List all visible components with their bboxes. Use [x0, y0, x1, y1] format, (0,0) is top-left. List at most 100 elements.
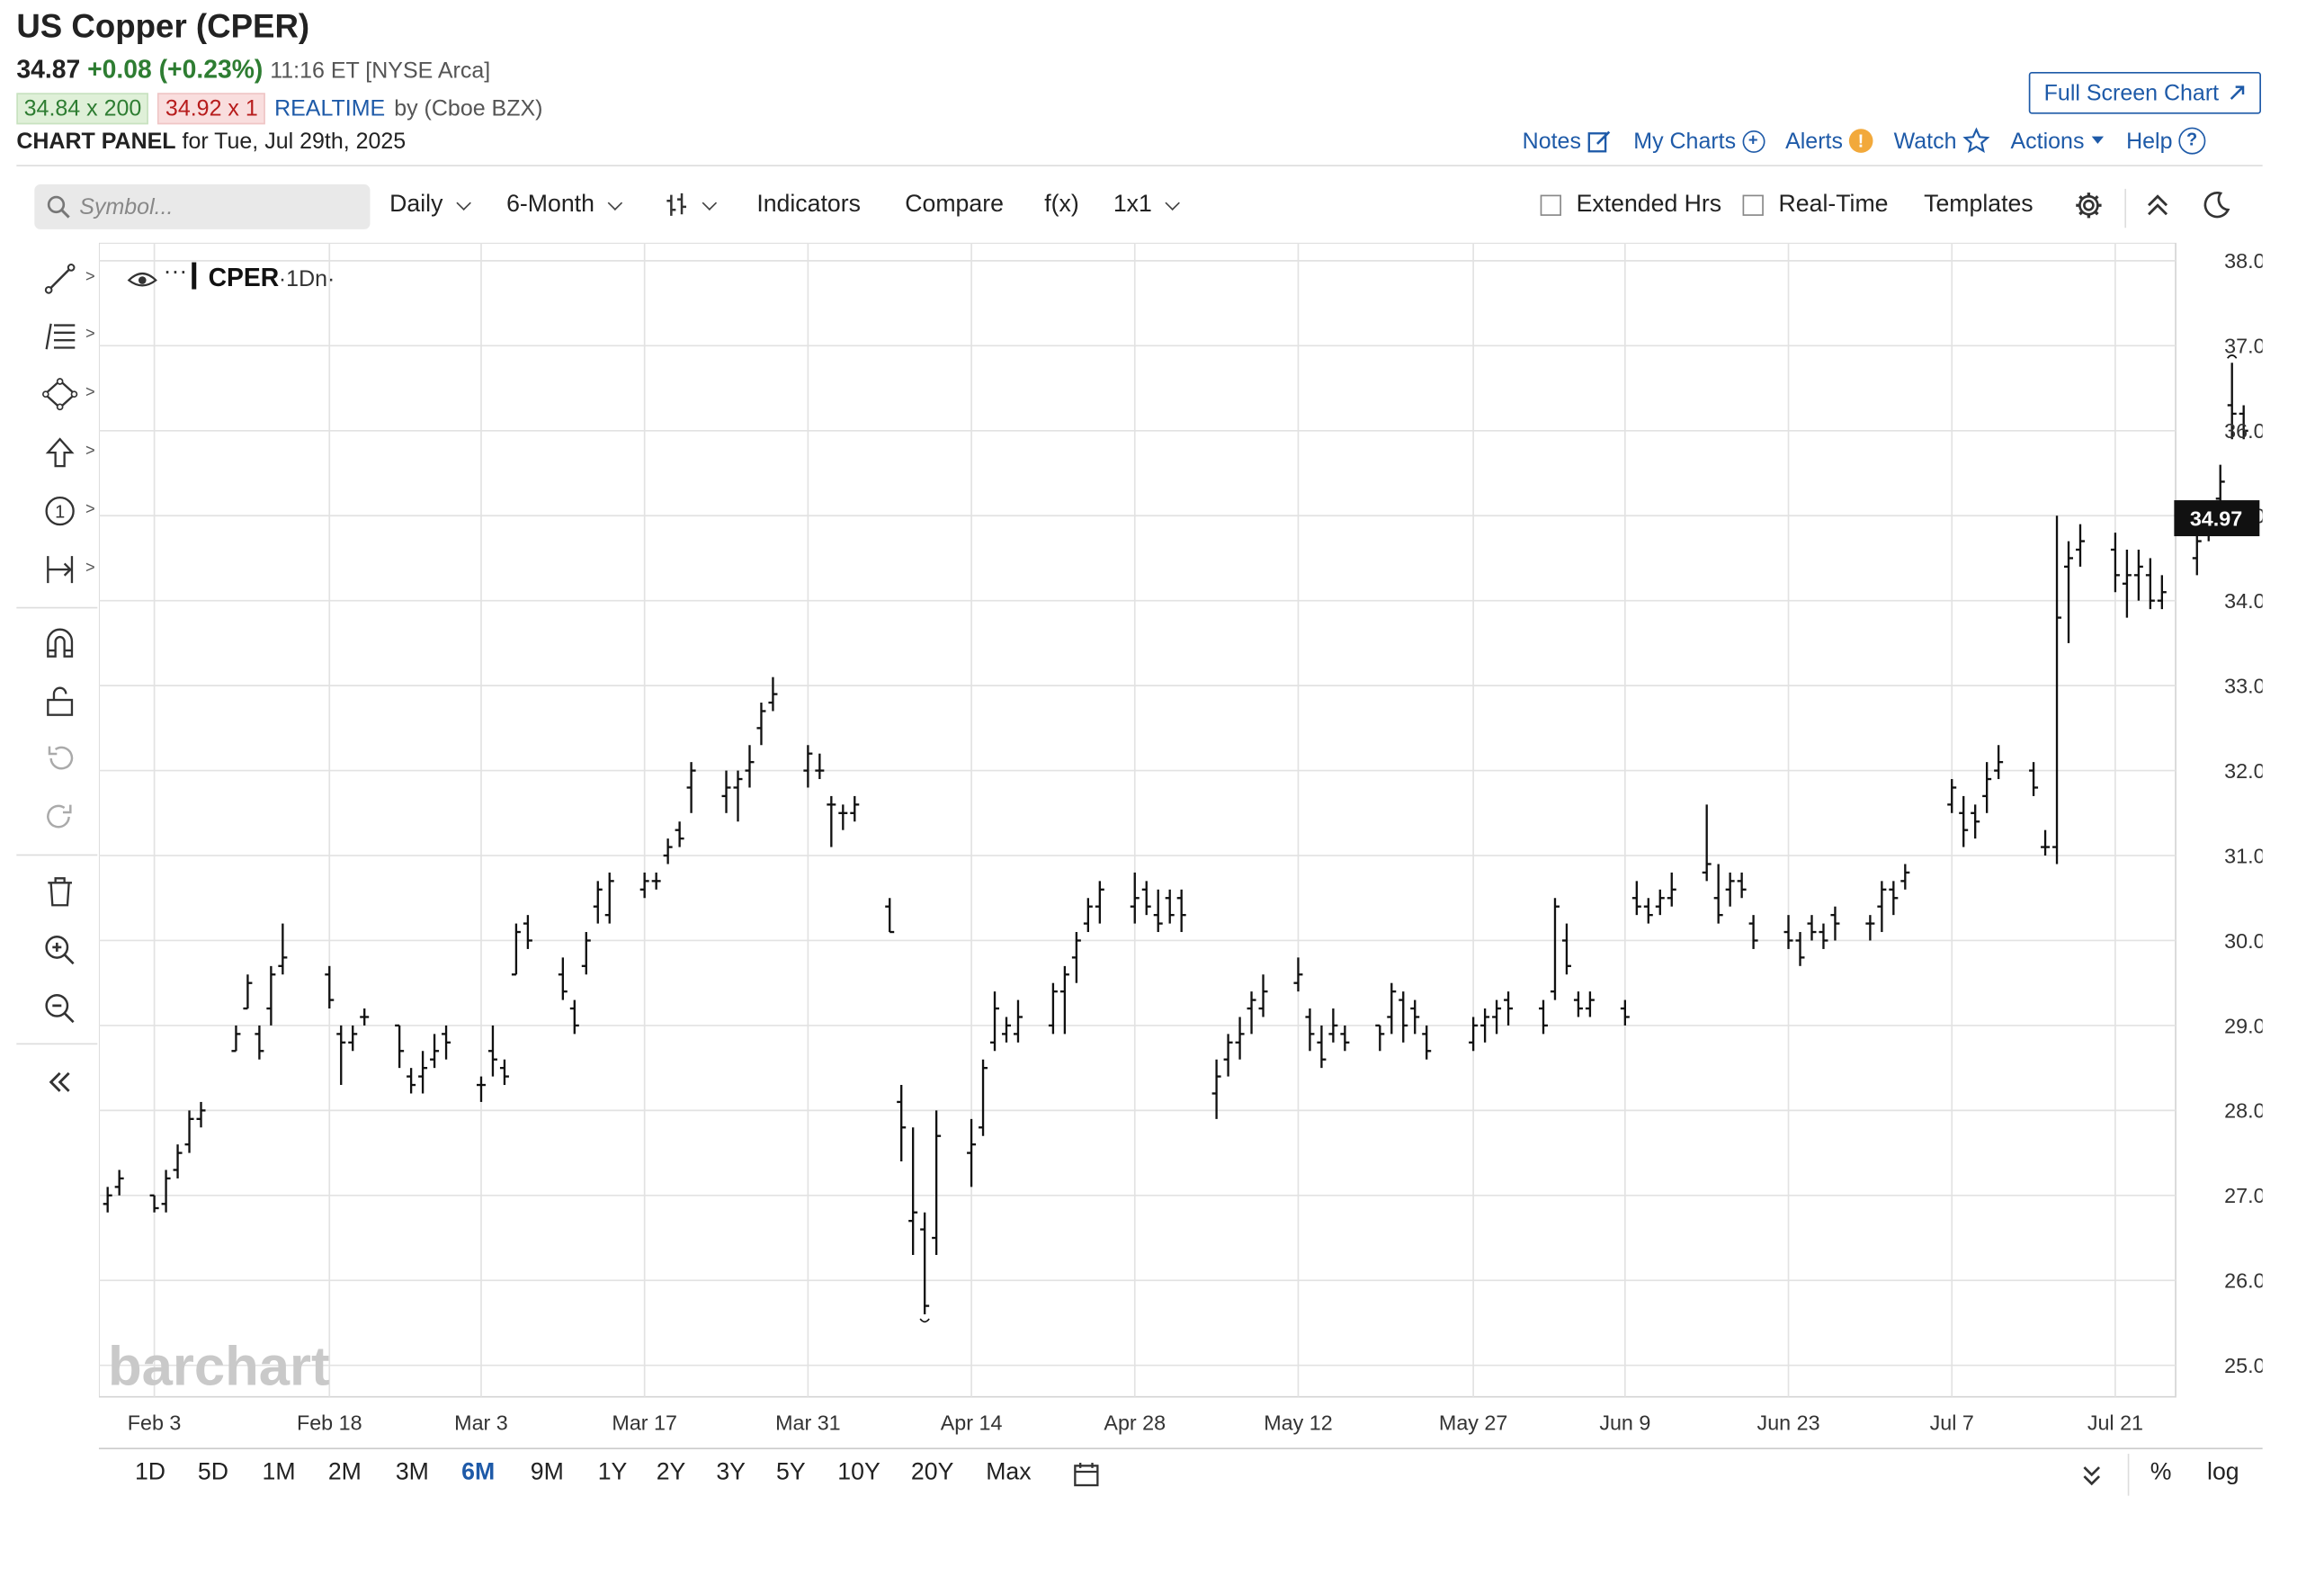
alerts-link[interactable]: Alerts ! [1785, 128, 1873, 154]
ohlc-bar [173, 1144, 183, 1178]
chevron-right-icon[interactable]: > [85, 442, 95, 461]
chevron-right-icon[interactable]: > [85, 383, 95, 402]
range-1d[interactable]: 1D [134, 1459, 166, 1486]
range-5y[interactable]: 5Y [775, 1459, 806, 1486]
chevron-right-icon[interactable]: > [85, 500, 95, 519]
notes-label: Notes [1522, 128, 1581, 154]
extended-hrs-checkbox[interactable]: Extended Hrs [1540, 192, 1722, 219]
date-range-button[interactable] [1073, 1461, 1100, 1488]
range-3y[interactable]: 3Y [716, 1459, 746, 1486]
actions-menu[interactable]: Actions [2010, 128, 2105, 154]
price-chart[interactable]: 38.0037.0036.0035.0034.0033.0032.0031.00… [98, 242, 2263, 1447]
zoom-out-button[interactable] [40, 990, 79, 1028]
dark-mode-toggle[interactable] [2201, 191, 2230, 220]
log-toggle[interactable]: log [2207, 1459, 2239, 1486]
full-screen-chart-button[interactable]: Full Screen Chart [2028, 71, 2261, 114]
ohlc-bar [803, 745, 813, 788]
range-9m[interactable]: 9M [530, 1459, 564, 1486]
chart-legend: ··· CPER ·1Dn· [127, 257, 335, 292]
zoom-in-button[interactable] [40, 931, 79, 970]
real-time-checkbox[interactable]: Real-Time [1742, 192, 1888, 219]
range-5d[interactable]: 5D [197, 1459, 228, 1486]
range-max[interactable]: Max [986, 1459, 1032, 1486]
quote-time: 11:16 ET [NYSE Arca] [270, 58, 491, 85]
annotation-tool-button[interactable]: 1 [40, 491, 79, 530]
ohlc-bar [2157, 575, 2167, 610]
last-price-marker [2174, 500, 2260, 537]
shape-tool-button[interactable] [40, 375, 79, 414]
ohlc-bar [1410, 999, 1420, 1035]
quote-source: by (Cboe BZX) [394, 95, 543, 121]
range-6m[interactable]: 6M [461, 1459, 496, 1486]
interval-select[interactable]: Daily [389, 192, 471, 219]
range-10y[interactable]: 10Y [837, 1459, 880, 1486]
ohlc-bar [1971, 804, 1980, 839]
expand-bottom-button[interactable] [2079, 1461, 2104, 1488]
chart-type-select[interactable] [666, 192, 718, 219]
ohlc-bar [1071, 932, 1081, 983]
chevron-right-icon[interactable]: > [85, 559, 95, 578]
delete-drawings-button[interactable] [40, 873, 79, 911]
range-20y[interactable]: 20Y [910, 1459, 954, 1486]
tools-divider [16, 606, 98, 609]
compare-button[interactable]: Compare [905, 192, 1004, 218]
my-charts-link[interactable]: My Charts + [1633, 128, 1765, 154]
ohlc-bar [430, 1034, 440, 1069]
ohlc-bar [885, 898, 895, 934]
ohlc-bar [196, 1101, 206, 1128]
lock-button[interactable] [40, 682, 79, 721]
range-3m[interactable]: 3M [395, 1459, 429, 1486]
y-tick-label: 34.00 [2224, 589, 2262, 613]
ohlc-bar [1573, 991, 1583, 1017]
checkbox-box[interactable] [1540, 194, 1561, 216]
y-tick-label: 36.00 [2224, 419, 2262, 443]
collapse-header-button[interactable] [2144, 191, 2171, 220]
settings-button[interactable] [2074, 191, 2104, 220]
chevron-right-icon[interactable]: > [85, 268, 95, 287]
y-tick-label: 31.00 [2224, 844, 2262, 867]
legend-menu-icon[interactable]: ··· [164, 257, 188, 284]
realtime-link[interactable]: REALTIME [274, 95, 386, 121]
ohlc-bar [1235, 1017, 1245, 1060]
undo-button[interactable] [40, 739, 79, 777]
numbered-circle-icon: 1 [45, 496, 75, 526]
measure-tool-button[interactable] [40, 550, 79, 588]
range-2y[interactable]: 2Y [656, 1459, 686, 1486]
range-1m[interactable]: 1M [262, 1459, 296, 1486]
eye-icon[interactable] [127, 272, 157, 287]
magnet-button[interactable] [40, 623, 79, 662]
help-link[interactable]: Help ? [2126, 127, 2206, 155]
ohlc-bar [1783, 915, 1793, 949]
tools-divider [16, 854, 98, 856]
line-tool-button[interactable] [40, 259, 79, 298]
range-1y[interactable]: 1Y [597, 1459, 628, 1486]
alert-icon: ! [1848, 129, 1873, 153]
search-placeholder: Symbol... [79, 193, 174, 220]
y-tick-label: 37.00 [2224, 335, 2262, 358]
period-select[interactable]: 6-Month [506, 192, 622, 219]
arrow-tool-button[interactable] [40, 433, 79, 471]
indicators-button[interactable]: Indicators [756, 192, 861, 218]
ohlc-bar [745, 745, 755, 788]
ohlc-bar [1095, 881, 1104, 924]
ohlc-bar [2052, 515, 2062, 865]
undo-icon [48, 746, 74, 770]
notes-link[interactable]: Notes [1522, 128, 1613, 154]
percent-toggle[interactable]: % [2150, 1459, 2172, 1486]
range-2m[interactable]: 2M [327, 1459, 362, 1486]
checkbox-box[interactable] [1742, 194, 1764, 216]
symbol-search-input[interactable]: Symbol... [34, 184, 371, 229]
ohlc-bar [1387, 982, 1397, 1035]
x-tick-label: May 12 [1264, 1411, 1332, 1434]
y-tick-label: 26.00 [2224, 1269, 2262, 1293]
templates-button[interactable]: Templates [1924, 192, 2033, 218]
fib-tool-button[interactable] [40, 317, 79, 355]
fx-button[interactable]: f(x) [1044, 192, 1079, 218]
watch-link[interactable]: Watch [1894, 127, 1990, 155]
search-icon [47, 195, 70, 219]
layout-select[interactable]: 1x1 [1113, 192, 1180, 219]
extended-hrs-label: Extended Hrs [1576, 192, 1722, 218]
chevron-right-icon[interactable]: > [85, 325, 95, 344]
redo-button[interactable] [40, 797, 79, 836]
collapse-tools-button[interactable] [40, 1062, 79, 1101]
